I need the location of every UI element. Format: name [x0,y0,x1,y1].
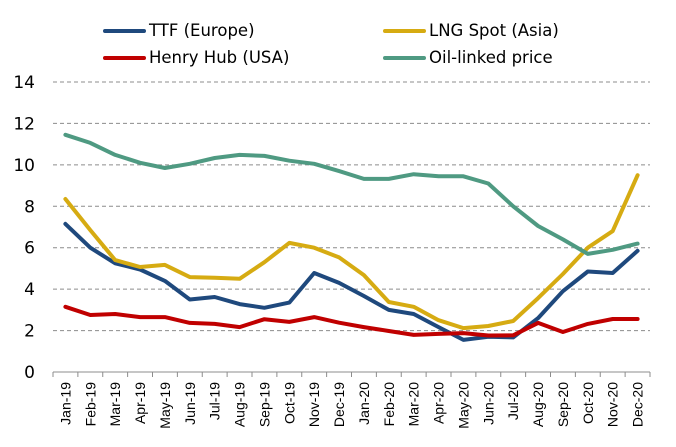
y-tick-label: 6 [24,239,35,259]
x-tick-label: Aug-19 [232,382,248,427]
x-tick-label: Jul-20 [505,382,521,420]
y-tick-label: 10 [13,156,35,176]
x-tick-label: Apr-20 [431,382,447,424]
x-axis: Jan-19 Feb-19 Mar-19 Apr-19 May-19 Jun-19 Jul-… [52,371,651,429]
series-line-oil-linked-price [63,132,640,256]
x-tick-label: May-20 [455,382,471,429]
legend-swatch-lng [383,28,426,33]
y-tick-label: 8 [24,197,35,217]
x-tick-label: Oct-20 [580,382,596,424]
x-tick-label: Mar-20 [406,382,422,427]
legend-label-henry-hub: Henry Hub (USA) [149,48,290,67]
legend-label-lng: LNG Spot (Asia) [429,21,559,40]
x-tick-label: Feb-20 [381,382,397,427]
x-tick-label: Oct-19 [281,382,297,424]
x-tick-label: Dec-19 [331,382,347,427]
x-tick-label: Jun-19 [182,382,198,425]
legend-label-ttf: TTF (Europe) [149,21,255,40]
x-tick-label: Sep-19 [256,382,272,427]
x-tick-label: May-19 [157,382,173,429]
series-line-lng-spot-asia [63,173,640,331]
legend-item-oil-linked: Oil-linked price [383,48,553,67]
x-tick-label: Jan-20 [356,382,372,425]
legend-swatch-oil-linked [383,55,426,60]
y-axis: 0 2 4 6 8 10 12 14 [13,73,35,383]
x-tick-label: Mar-19 [107,382,123,427]
x-tick-label: Sep-20 [555,382,571,427]
series-line-ttf-europe [63,221,640,342]
legend-item-lng: LNG Spot (Asia) [383,21,559,40]
legend-swatch-henry-hub [103,55,146,60]
series-line-henry-hub-usa [63,304,640,338]
x-tick-label: Aug-20 [530,382,546,427]
x-tick-label: Nov-19 [306,382,322,427]
legend-item-ttf: TTF (Europe) [103,21,255,40]
gridlines [53,81,650,332]
x-tick-label: Feb-19 [82,382,98,427]
x-tick-label: Jun-20 [480,382,496,425]
series-lines [63,132,640,342]
legend-item-henry-hub: Henry Hub (USA) [103,48,289,67]
y-tick-label: 2 [24,322,35,342]
y-tick-label: 14 [13,73,35,93]
y-tick-label: 0 [24,363,35,383]
y-tick-label: 12 [13,114,35,134]
legend-swatch-ttf [103,28,146,33]
y-tick-label: 4 [24,280,35,300]
x-tick-label: Jul-19 [207,382,223,420]
x-tick-label: Jan-19 [57,382,73,425]
x-tick-label: Dec-20 [630,382,646,427]
x-tick-label: Apr-19 [132,382,148,424]
x-tick-label: Nov-20 [605,382,621,427]
legend-label-oil-linked: Oil-linked price [429,48,553,67]
